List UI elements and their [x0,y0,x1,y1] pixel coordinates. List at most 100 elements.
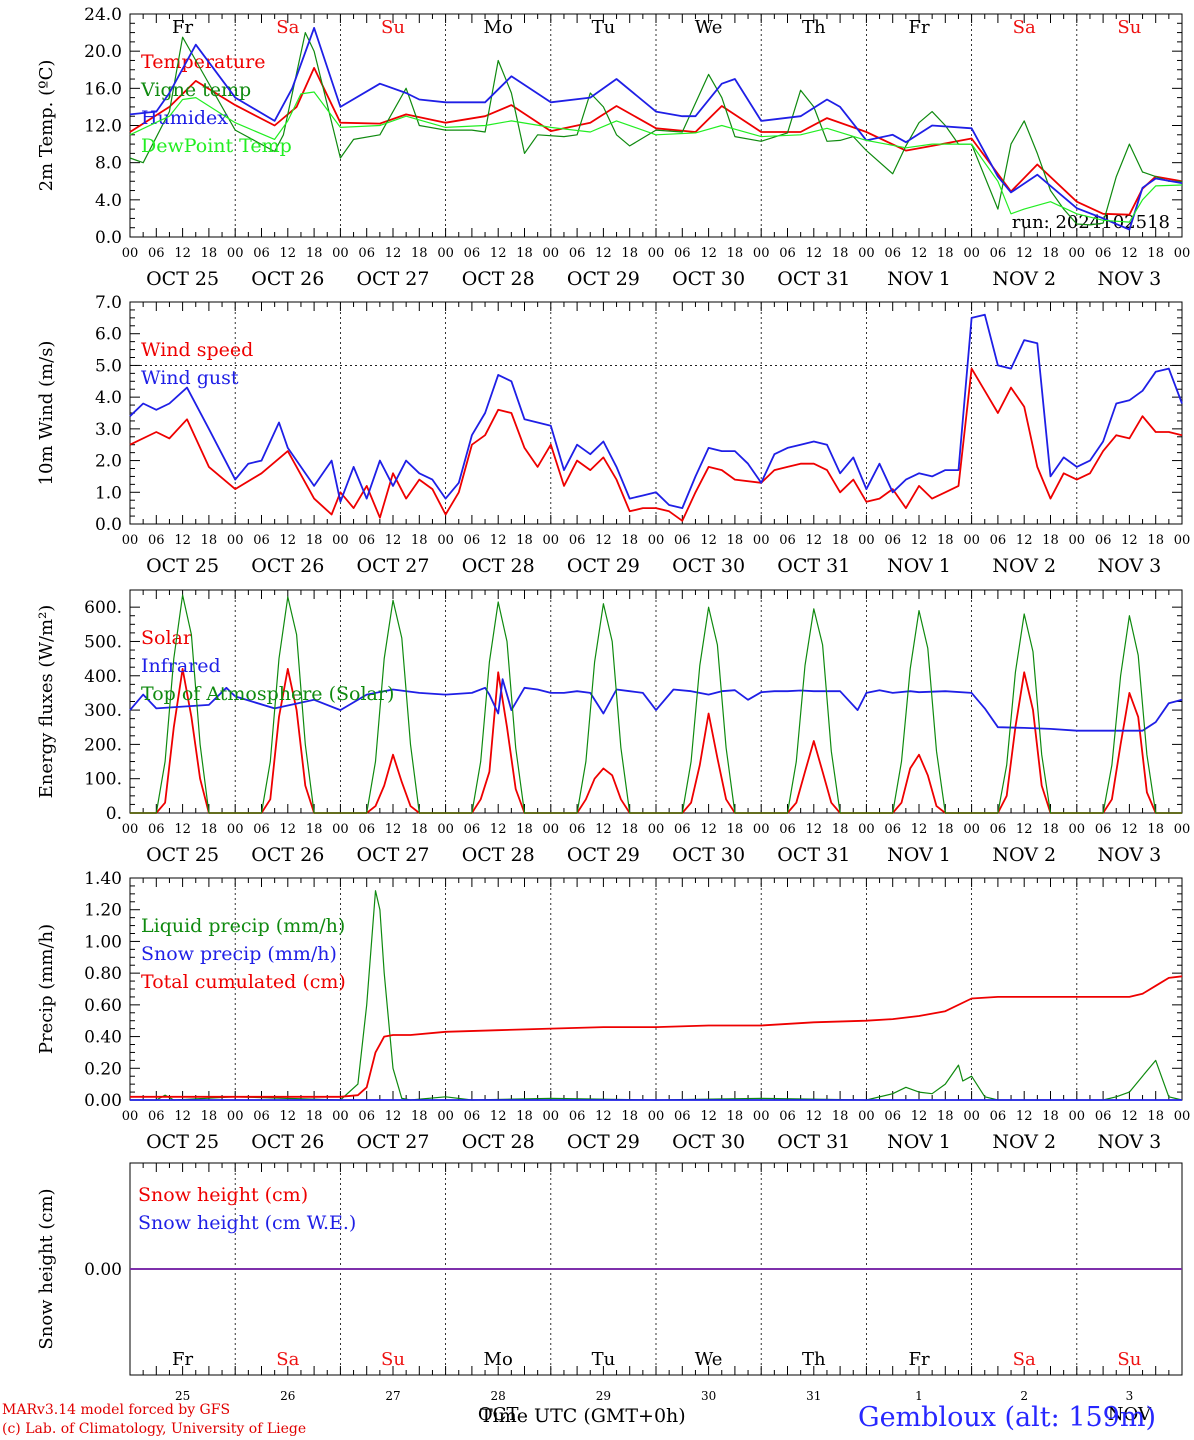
x-hour-label: 18 [1042,533,1059,548]
day-number-label: 30 [701,1389,716,1403]
x-hour-label: 00 [963,1109,980,1124]
legend-entry: DewPoint Temp [141,135,292,157]
x-hour-label: 12 [174,533,191,548]
weekday-label: We [695,17,723,38]
x-hour-label: 18 [1147,533,1164,548]
x-hour-label: 12 [700,533,717,548]
date-label: NOV 1 [887,1131,951,1153]
x-hour-label: 12 [806,822,823,837]
y-tick-label: 0.40 [84,1028,122,1048]
x-hour-label: 06 [990,822,1007,837]
x-hour-label: 18 [306,1109,323,1124]
date-label: OCT 26 [251,555,324,577]
x-hour-label: 12 [1016,822,1033,837]
x-hour-label: 18 [621,1109,638,1124]
x-hour-label: 18 [306,822,323,837]
x-hour-label: 18 [201,246,218,261]
x-hour-label: 06 [884,822,901,837]
y-tick-label: 2.0 [95,452,122,472]
x-hour-label: 12 [595,246,612,261]
day-number-label: 25 [175,1389,190,1403]
x-hour-label: 12 [174,246,191,261]
x-hour-label: 00 [1069,1109,1086,1124]
x-hour-label: 00 [332,822,349,837]
x-hour-label: 06 [779,1109,796,1124]
weekday-label: Mo [484,17,513,38]
date-label: OCT 25 [146,268,219,290]
panel-5: 0.00 Snow height (cm) Fr Sa Su Mo Tu We Th Fr Sa Su… [36,1162,1183,1425]
x-hour-label: 06 [884,246,901,261]
x-hour-label: 18 [411,246,428,261]
x-hour-label: 12 [490,533,507,548]
x-hour-label: 18 [1147,246,1164,261]
x-hour-label: 18 [1042,1109,1059,1124]
date-label: OCT 30 [672,555,745,577]
date-label: OCT 31 [777,555,850,577]
panel-3: 0. 100. 200. 300. 400. 500. 600. Energy fluxes … [36,589,1191,866]
x-hour-label: 06 [569,1109,586,1124]
series-line-3-3 [130,594,1182,814]
date-label: OCT 25 [146,555,219,577]
y-tick-label: 20.0 [84,42,122,62]
x-hour-label: 06 [1095,533,1112,548]
day-number-label: 1 [915,1389,923,1403]
x-hour-label: 00 [963,533,980,548]
station-name: Gembloux (alt: 159m) [858,1402,1156,1433]
x-hour-label: 12 [174,1109,191,1124]
x-hour-label: 00 [1174,822,1191,837]
x-hour-label: 18 [937,533,954,548]
y-tick-label: 0.80 [84,964,122,984]
date-label: OCT 30 [672,1131,745,1153]
date-label: OCT 27 [356,268,429,290]
x-hour-label: 06 [464,533,481,548]
panel-2: 0.0 1.0 2.0 3.0 4.0 5.0 6.0 7.0 10m Wind (m/s) 00… [36,293,1190,577]
y-tick-label: 400. [84,667,122,687]
y-tick-label: 0. [106,804,122,824]
x-hour-label: 00 [858,246,875,261]
x-hour-label: 06 [1095,1109,1112,1124]
weekday-label: Sa [276,1349,299,1370]
x-hour-label: 18 [1042,822,1059,837]
x-hour-label: 06 [779,533,796,548]
x-hour-label: 06 [464,246,481,261]
date-label: NOV 2 [992,1131,1056,1153]
x-hour-label: 12 [490,822,507,837]
date-label: NOV 3 [1098,555,1162,577]
x-hour-label: 12 [700,1109,717,1124]
x-hour-label: 06 [253,533,270,548]
y-tick-label: 8.0 [95,154,122,174]
date-label: NOV 1 [887,555,951,577]
x-hour-label: 12 [1016,1109,1033,1124]
date-label: OCT 26 [251,268,324,290]
x-hour-label: 18 [727,822,744,837]
legend-entry: Infrared [141,655,221,677]
x-hour-label: 00 [1174,1109,1191,1124]
x-hour-label: 06 [148,1109,165,1124]
x-hour-label: 18 [727,246,744,261]
date-label: OCT 27 [356,1131,429,1153]
weekday-label: Fr [908,17,929,38]
y-tick-label: 3.0 [95,420,122,440]
legend-entry: Wind gust [141,367,239,389]
x-hour-label: 12 [911,246,928,261]
x-hour-label: 06 [148,246,165,261]
weekday-label: Sa [1013,17,1036,38]
x-hour-label: 18 [832,1109,849,1124]
day-number-label: 29 [596,1389,611,1403]
x-hour-label: 00 [332,246,349,261]
x-hour-label: 18 [411,1109,428,1124]
day-number-label: 28 [491,1389,506,1403]
legend-entry: Humidex [141,107,228,129]
date-label: OCT 29 [567,1131,640,1153]
series-line-2-2 [129,313,1183,510]
x-hour-label: 00 [1174,246,1191,261]
y-tick-label: 1.20 [84,901,122,921]
x-hour-label: 00 [858,822,875,837]
x-hour-label: 12 [280,822,297,837]
x-hour-label: 18 [201,822,218,837]
date-label: OCT 31 [777,844,850,866]
x-hour-label: 06 [990,533,1007,548]
x-hour-label: 18 [1042,246,1059,261]
x-hour-label: 12 [700,822,717,837]
